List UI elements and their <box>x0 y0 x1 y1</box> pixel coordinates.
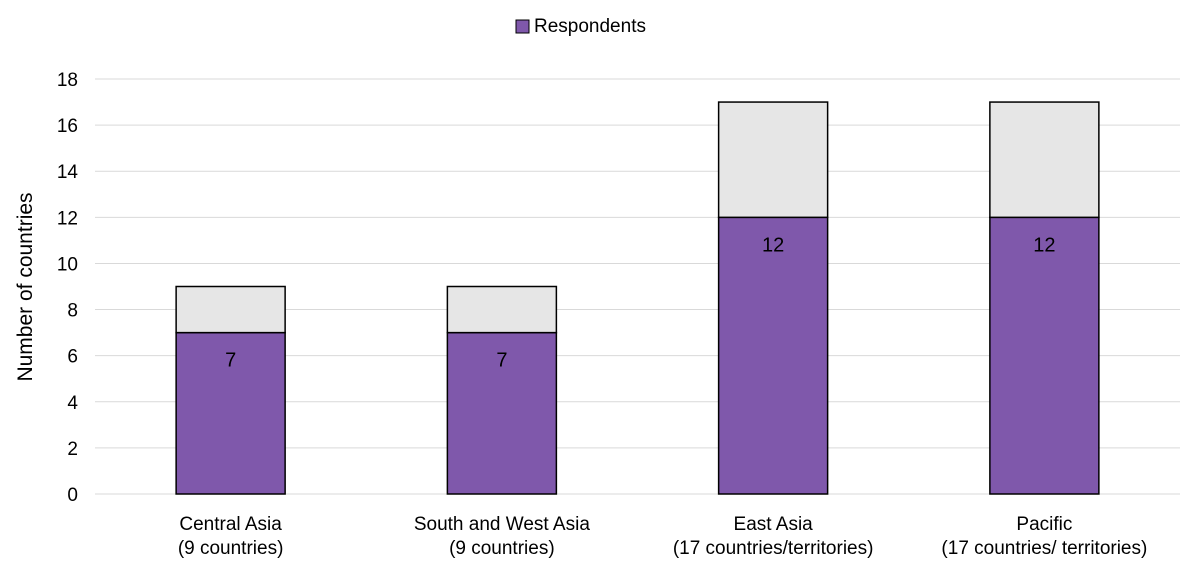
x-tick-label: South and West Asia (9 countries) <box>414 514 590 559</box>
bar-value-label: 7 <box>225 350 236 372</box>
bar-segment-non-respondents <box>717 101 829 219</box>
y-axis-ticks: 0 2 4 6 8 10 12 14 16 18 <box>57 70 79 506</box>
bar-segment-respondents <box>717 216 829 495</box>
bar-value-label: 12 <box>762 234 784 256</box>
bar-segment-non-respondents <box>446 285 558 334</box>
y-tick-label: 2 <box>67 439 78 460</box>
y-tick-label: 18 <box>57 70 78 91</box>
bar-segment-respondents <box>446 331 558 495</box>
y-tick-label: 0 <box>67 485 78 506</box>
bar-value-label: 7 <box>496 350 507 372</box>
bar-segment-respondents <box>989 216 1100 495</box>
legend-swatch-respondents <box>515 19 530 34</box>
x-tick-label: Pacific (17 countries/ territories) <box>941 514 1147 559</box>
y-tick-label: 8 <box>67 301 78 322</box>
legend-label-respondents: Respondents <box>534 16 646 37</box>
y-tick-label: 4 <box>67 393 78 414</box>
y-axis-label: Number of countries <box>14 192 37 381</box>
bar-value-label: 12 <box>1033 234 1055 256</box>
y-tick-label: 6 <box>67 347 78 368</box>
y-tick-label: 16 <box>57 116 78 137</box>
bars: 7 7 12 12 <box>175 101 1100 495</box>
x-tick-label: Central Asia (9 countries) <box>178 514 284 559</box>
y-tick-label: 12 <box>57 208 78 229</box>
x-tick-label: East Asia (17 countries/territories) <box>673 514 874 559</box>
y-tick-label: 14 <box>57 162 79 183</box>
y-tick-label: 10 <box>57 254 78 275</box>
legend: Respondents <box>515 16 646 37</box>
bar-segment-non-respondents <box>175 285 286 334</box>
x-axis-ticks: Central Asia (9 countries) South and West … <box>178 514 1148 559</box>
bar-segment-non-respondents <box>989 101 1100 219</box>
